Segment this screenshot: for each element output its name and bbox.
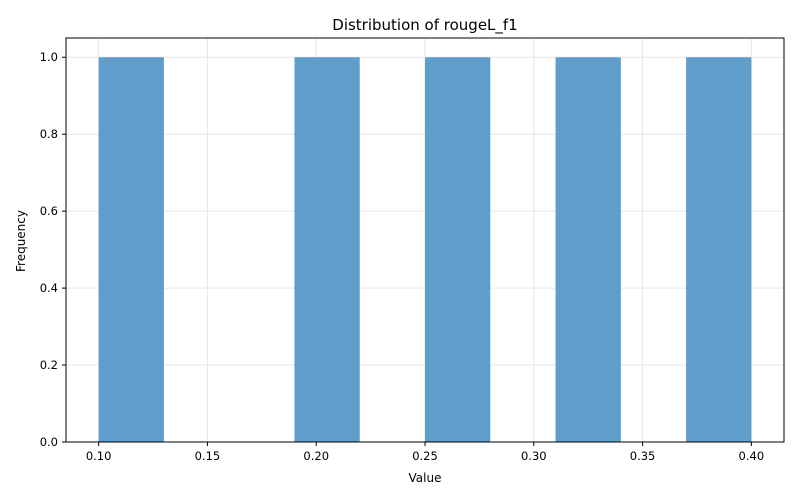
y-tick-label: 0.4 bbox=[40, 281, 58, 295]
chart-title: Distribution of rougeL_f1 bbox=[332, 16, 517, 35]
y-tick-label: 1.0 bbox=[40, 50, 58, 64]
x-tick-label: 0.20 bbox=[303, 449, 329, 463]
histogram-bar bbox=[98, 57, 164, 442]
x-tick-label: 0.30 bbox=[521, 449, 547, 463]
x-tick-label: 0.15 bbox=[195, 449, 221, 463]
x-tick-label: 0.40 bbox=[739, 449, 765, 463]
y-tick-label: 0.6 bbox=[40, 204, 58, 218]
axes-layer: 0.10 0.15 0.20 0.25 0.30 0.35 0.40 0.0 0.2 0.4 0.6… bbox=[40, 37, 785, 463]
histogram-bar bbox=[555, 57, 621, 442]
x-tick-label: 0.35 bbox=[630, 449, 656, 463]
histogram-bar bbox=[425, 57, 491, 442]
histogram-bar bbox=[686, 57, 752, 442]
y-tick-label: 0.2 bbox=[40, 358, 58, 372]
x-axis-label: Value bbox=[409, 471, 442, 485]
x-tick-label: 0.25 bbox=[412, 449, 438, 463]
histogram-bar bbox=[294, 57, 360, 442]
y-tick-label: 0.8 bbox=[40, 127, 58, 141]
x-tick-label: 0.10 bbox=[86, 449, 112, 463]
y-tick-label: 0.0 bbox=[40, 435, 58, 449]
bars-layer bbox=[98, 57, 752, 442]
y-axis-label: Frequency bbox=[14, 210, 28, 272]
